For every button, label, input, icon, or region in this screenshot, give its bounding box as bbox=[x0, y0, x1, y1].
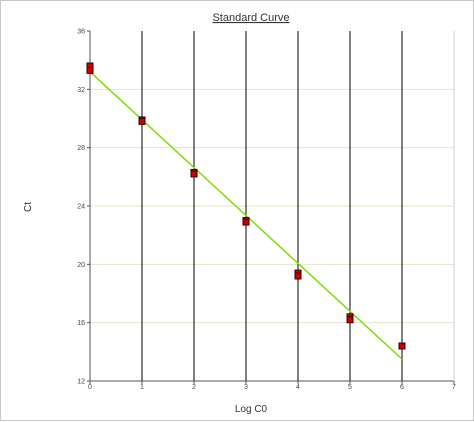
axis-layer bbox=[87, 30, 455, 384]
data-point bbox=[294, 272, 302, 280]
data-point bbox=[86, 66, 94, 74]
grid-layer bbox=[90, 31, 454, 381]
data-point bbox=[346, 316, 354, 324]
data-point bbox=[398, 342, 406, 350]
y-tick-label: 16 bbox=[77, 320, 85, 327]
y-tick-label: 24 bbox=[77, 204, 85, 211]
y-tick-label: 12 bbox=[77, 379, 85, 386]
x-tick-label: 1 bbox=[140, 384, 144, 391]
y-axis-title: Ct bbox=[23, 202, 34, 212]
x-axis-title: Log C0 bbox=[235, 404, 268, 415]
x-tick-label: 7 bbox=[452, 384, 456, 391]
data-points bbox=[86, 62, 406, 350]
data-point bbox=[190, 170, 198, 178]
chart-title: Standard Curve bbox=[212, 12, 289, 24]
y-tick-label: 36 bbox=[77, 29, 85, 36]
y-tick-label: 20 bbox=[77, 262, 85, 269]
x-tick-label: 0 bbox=[88, 384, 92, 391]
x-tick-label: 5 bbox=[348, 384, 352, 391]
x-tick-label: 4 bbox=[296, 384, 300, 391]
data-point bbox=[138, 117, 146, 125]
x-tick-label: 2 bbox=[192, 384, 196, 391]
y-tick-label: 28 bbox=[77, 145, 85, 152]
y-tick-label: 32 bbox=[77, 87, 85, 94]
x-tick-label: 3 bbox=[244, 384, 248, 391]
data-point bbox=[242, 218, 250, 226]
x-tick-label: 6 bbox=[400, 384, 404, 391]
